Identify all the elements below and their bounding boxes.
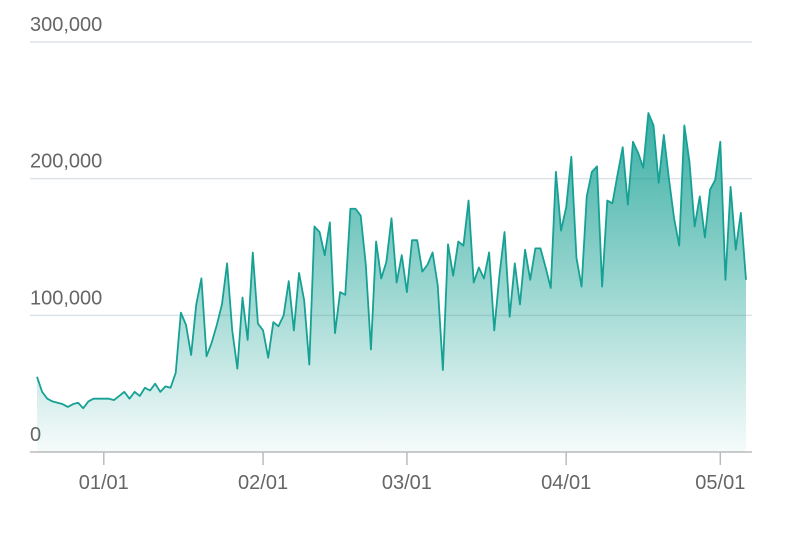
- area: [37, 113, 746, 452]
- x-tick-label: 04/01: [541, 472, 591, 494]
- x-tick-label: 05/01: [695, 472, 745, 494]
- y-tick-label: 0: [30, 424, 41, 446]
- x-tick-label: 01/01: [79, 472, 129, 494]
- y-tick-label: 200,000: [30, 151, 102, 173]
- line: [36, 112, 747, 410]
- y-tick-label: 300,000: [30, 14, 102, 36]
- y-tick-label: 100,000: [30, 287, 102, 309]
- x-tick-label: 02/01: [238, 472, 288, 494]
- x-tick-label: 03/01: [382, 472, 432, 494]
